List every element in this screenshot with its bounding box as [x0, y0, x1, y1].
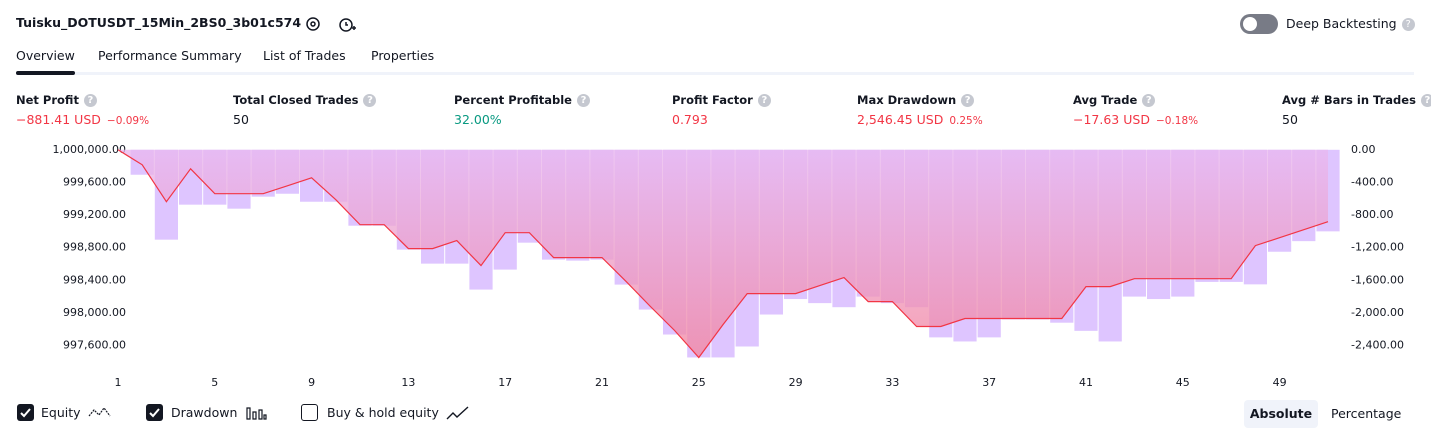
deep-backtesting-toggle[interactable] [1240, 14, 1278, 34]
stat-percent: −0.18% [1155, 115, 1199, 127]
drawdown-icon [246, 407, 267, 420]
toggle-text: Deep Backtesting [1286, 16, 1397, 31]
y-tick-label: 997,600.00 [63, 339, 126, 352]
stat-label-text: Net Profit [16, 93, 79, 107]
y2-tick-label: -400.00 [1351, 175, 1393, 188]
equity-area [118, 149, 1328, 358]
stat-value-text: 50 [233, 112, 249, 127]
y2-tick-label: -1,600.00 [1351, 273, 1404, 286]
x-tick-label: 5 [211, 376, 218, 389]
x-tick-label: 29 [789, 376, 803, 389]
equity-line [117, 149, 1329, 359]
mode-button[interactable]: Percentage [1331, 406, 1402, 421]
legend-buy-hold: Buy & hold equity [327, 405, 439, 420]
y-tick-label: 998,000.00 [63, 306, 126, 319]
stat-label: Avg Trade? [1073, 93, 1156, 107]
stat-percent: 0.25% [949, 115, 983, 127]
stat-label-text: Max Drawdown [857, 93, 957, 107]
stat-label: Net Profit? [16, 93, 97, 107]
stat-value: −881.41 USD −0.09% [16, 112, 149, 127]
help-icon[interactable]: ? [83, 94, 97, 107]
y2-tick-label: 0.00 [1351, 143, 1376, 156]
x-tick-label: 49 [1273, 376, 1287, 389]
help-icon[interactable]: ? [363, 94, 377, 107]
tab[interactable]: Properties [371, 48, 435, 63]
stat-label-text: Profit Factor [672, 93, 753, 107]
equity-icon [88, 406, 111, 417]
stat-label: Profit Factor? [672, 93, 771, 107]
x-tick-label: 45 [1176, 376, 1190, 389]
y2-tick-label: -800.00 [1351, 208, 1393, 221]
header-icons[interactable] [304, 15, 364, 35]
checkbox[interactable] [146, 404, 163, 421]
stat-label: Avg # Bars in Trades? [1282, 93, 1431, 107]
stat-label-text: Total Closed Trades [233, 93, 359, 107]
y-tick-label: 998,800.00 [63, 241, 126, 254]
x-tick-label: 21 [595, 376, 609, 389]
x-tick-label: 33 [885, 376, 899, 389]
help-icon[interactable]: ? [1420, 94, 1431, 107]
toggle-label: Deep Backtesting? [1286, 16, 1415, 31]
stat-value-text: 50 [1282, 112, 1298, 127]
y-tick-label: 1,000,000.00 [53, 143, 126, 156]
stat-value-text: −17.63 USD [1073, 112, 1150, 127]
x-tick-label: 9 [308, 376, 315, 389]
stat-value-text: 32.00% [454, 112, 502, 127]
stat-value: 0.793 [672, 112, 708, 127]
y-tick-label: 998,400.00 [63, 273, 126, 286]
checkbox[interactable] [17, 404, 34, 421]
stat-value-text: −881.41 USD [16, 112, 101, 127]
help-icon[interactable]: ? [757, 94, 771, 107]
stat-label-text: Avg Trade [1073, 93, 1138, 107]
stat-value: 32.00% [454, 112, 502, 127]
x-tick-label: 37 [982, 376, 996, 389]
tab-indicator [16, 71, 75, 75]
y2-tick-label: -2,400.00 [1351, 339, 1404, 352]
y-tick-label: 999,200.00 [63, 208, 126, 221]
legend-drawdown: Drawdown [171, 405, 238, 420]
stat-label: Total Closed Trades? [233, 93, 377, 107]
strategy-title: Tuisku_DOTUSDT_15Min_2BS0_3b01c574 [16, 15, 302, 30]
checkbox[interactable] [301, 404, 318, 421]
stat-percent: −0.09% [106, 115, 150, 127]
stat-value: 50 [1282, 112, 1298, 127]
tab[interactable]: Overview [16, 48, 75, 63]
stat-value-text: 2,546.45 USD [857, 112, 944, 127]
x-tick-label: 25 [692, 376, 706, 389]
help-icon[interactable]: ? [1401, 18, 1415, 31]
help-icon[interactable]: ? [576, 94, 590, 107]
buy-hold-icon [446, 406, 469, 420]
tab[interactable]: List of Trades [263, 48, 346, 63]
x-tick-label: 13 [401, 376, 415, 389]
stat-label: Max Drawdown? [857, 93, 975, 107]
stat-value: −17.63 USD −0.18% [1073, 112, 1198, 127]
y2-tick-label: -1,200.00 [1351, 241, 1404, 254]
y-tick-label: 999,600.00 [63, 175, 126, 188]
stat-value: 2,546.45 USD 0.25% [857, 112, 983, 127]
x-tick-label: 17 [498, 376, 512, 389]
stat-label-text: Percent Profitable [454, 93, 572, 107]
tab[interactable]: Performance Summary [98, 48, 242, 63]
help-icon[interactable]: ? [1142, 94, 1156, 107]
legend-equity: Equity [41, 405, 81, 420]
stat-label: Percent Profitable? [454, 93, 590, 107]
stat-value-text: 0.793 [672, 112, 708, 127]
stat-label-text: Avg # Bars in Trades [1282, 93, 1416, 107]
stat-value: 50 [233, 112, 249, 127]
mode-button[interactable]: Absolute [1244, 400, 1318, 428]
tab-divider [16, 72, 1414, 75]
x-tick-label: 41 [1079, 376, 1093, 389]
y2-tick-label: -2,000.00 [1351, 306, 1404, 319]
help-icon[interactable]: ? [961, 94, 975, 107]
x-tick-label: 1 [115, 376, 122, 389]
